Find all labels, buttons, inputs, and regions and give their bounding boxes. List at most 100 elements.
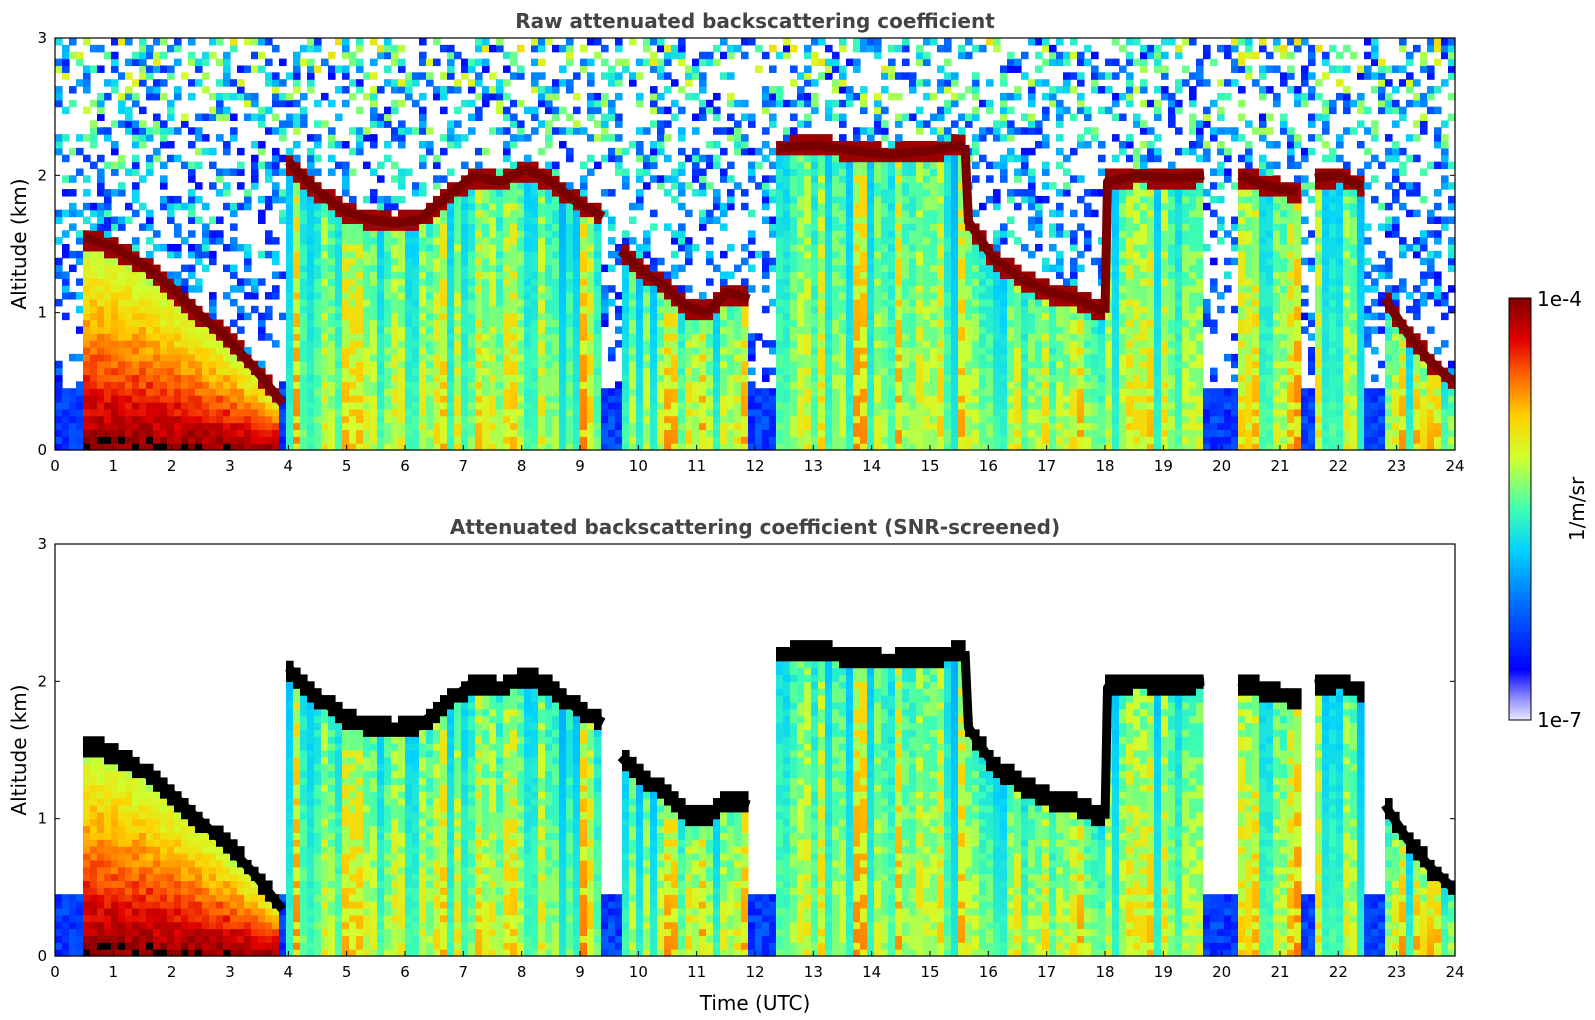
- heatmap-cell: [426, 230, 434, 238]
- heatmap-cell: [132, 395, 140, 403]
- heatmap-cell: [384, 79, 392, 87]
- heatmap-cell: [384, 120, 392, 128]
- heatmap-cell: [538, 209, 546, 218]
- heatmap-cell: [538, 189, 546, 197]
- heatmap-cell: [853, 168, 861, 176]
- heatmap-cell: [307, 271, 315, 279]
- heatmap-cell: [685, 182, 693, 190]
- heatmap-cell: [664, 86, 672, 94]
- heatmap-cell: [846, 312, 854, 321]
- heatmap-cell: [482, 237, 490, 245]
- heatmap-cell: [860, 250, 868, 259]
- heatmap-cell: [489, 72, 497, 80]
- heatmap-cell: [559, 395, 567, 403]
- heatmap-cell: [769, 264, 777, 273]
- heatmap-cell: [76, 381, 84, 389]
- heatmap-cell: [104, 230, 112, 238]
- heatmap-cell: [398, 326, 406, 334]
- heatmap-cell: [699, 223, 707, 231]
- heatmap-cell: [664, 443, 672, 451]
- heatmap-cell: [76, 388, 84, 396]
- heatmap-cell: [377, 175, 385, 183]
- heatmap-cell: [671, 230, 679, 238]
- heatmap-cell: [755, 182, 763, 190]
- heatmap-cell: [741, 202, 749, 211]
- heatmap-cell: [370, 72, 378, 80]
- heatmap-cell: [69, 223, 77, 231]
- heatmap-cell: [531, 72, 539, 80]
- heatmap-cell: [342, 271, 350, 279]
- heatmap-cell: [314, 408, 322, 417]
- heatmap-cell: [363, 360, 371, 369]
- heatmap-cell: [160, 92, 168, 101]
- heatmap-cell: [447, 58, 455, 67]
- heatmap-cell: [531, 347, 539, 355]
- heatmap-cell: [860, 415, 868, 424]
- heatmap-cell: [174, 86, 182, 94]
- heatmap-cell: [790, 285, 798, 293]
- heatmap-cell: [146, 415, 154, 424]
- heatmap-cell: [475, 147, 483, 156]
- heatmap-cell: [776, 99, 784, 108]
- heatmap-cell: [832, 250, 840, 259]
- heatmap-cell: [727, 312, 735, 321]
- heatmap-cell: [706, 415, 714, 424]
- heatmap-cell: [181, 305, 189, 314]
- heatmap-cell: [853, 195, 861, 204]
- heatmap-cell: [125, 257, 133, 266]
- heatmap-cell: [650, 429, 658, 437]
- heatmap-cell: [790, 298, 798, 307]
- heatmap-cell: [790, 374, 798, 382]
- heatmap-cell: [860, 360, 868, 369]
- heatmap-cell: [328, 305, 336, 314]
- heatmap-cell: [188, 195, 196, 204]
- heatmap-cell: [286, 401, 294, 410]
- heatmap-cell: [832, 264, 840, 273]
- heatmap-cell: [860, 99, 868, 108]
- heatmap-cell: [678, 285, 686, 293]
- heatmap-cell: [832, 326, 840, 334]
- heatmap-cell: [650, 374, 658, 382]
- heatmap-cell: [699, 374, 707, 382]
- heatmap-cell: [699, 436, 707, 444]
- heatmap-cell: [559, 285, 567, 293]
- heatmap-cell: [167, 374, 175, 382]
- heatmap-cell: [62, 271, 70, 279]
- heatmap-cell: [552, 278, 560, 286]
- heatmap-cell: [293, 189, 301, 197]
- heatmap-cell: [447, 429, 455, 437]
- heatmap-cell: [391, 347, 399, 355]
- heatmap-cell: [482, 312, 490, 321]
- heatmap-cell: [286, 326, 294, 334]
- heatmap-cell: [552, 86, 560, 94]
- heatmap-cell: [342, 250, 350, 259]
- heatmap-cell: [461, 401, 469, 410]
- heatmap-cell: [272, 237, 280, 245]
- heatmap-cell: [251, 408, 259, 417]
- heatmap-cell: [433, 319, 441, 327]
- heatmap-cell: [83, 278, 91, 286]
- heatmap-cell: [363, 381, 371, 389]
- heatmap-cell: [664, 395, 672, 403]
- heatmap-cell: [83, 374, 91, 382]
- heatmap-cell: [566, 360, 574, 369]
- heatmap-cell: [741, 298, 749, 307]
- heatmap-cell: [615, 326, 623, 334]
- heatmap-cell: [797, 134, 805, 142]
- heatmap-cell: [755, 44, 763, 53]
- heatmap-cell: [846, 86, 854, 94]
- heatmap-cell: [594, 429, 602, 437]
- heatmap-cell: [125, 347, 133, 355]
- heatmap-cell: [167, 141, 175, 149]
- heatmap-cell: [650, 120, 658, 128]
- heatmap-cell: [566, 58, 574, 67]
- heatmap-cell: [405, 374, 413, 382]
- heatmap-cell: [601, 292, 609, 300]
- heatmap-cell: [825, 182, 833, 190]
- heatmap-cell: [580, 230, 588, 238]
- heatmap-cell: [160, 436, 168, 444]
- heatmap-cell: [132, 319, 140, 327]
- heatmap-cell: [279, 422, 287, 430]
- heatmap-cell: [545, 195, 553, 204]
- heatmap-cell: [342, 65, 350, 73]
